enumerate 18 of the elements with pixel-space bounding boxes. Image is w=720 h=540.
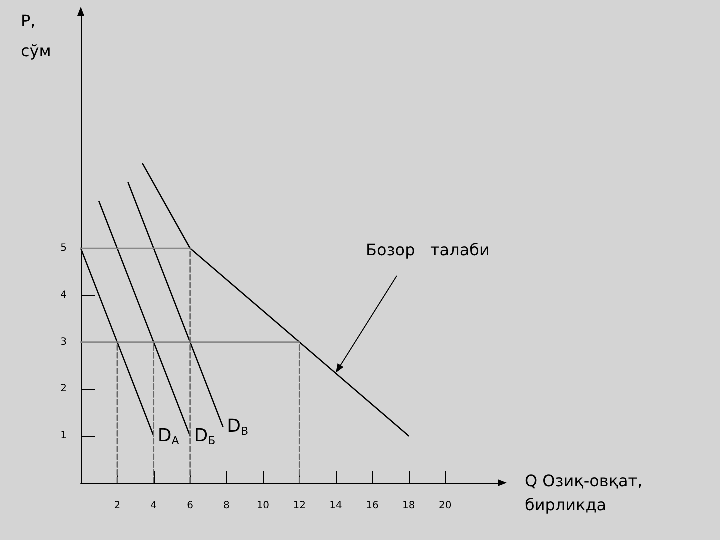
x-tick-label: 4	[150, 500, 158, 512]
x-tick-label: 12	[293, 500, 306, 512]
x-tick-label: 16	[366, 500, 379, 512]
annotation: Бозор талаби	[366, 240, 490, 260]
x-tick-label: 8	[224, 500, 230, 512]
x-axis-title: Q Озиқ-овқат, бирликда	[525, 472, 643, 514]
y-tick-label: 1	[60, 430, 67, 442]
x-tick-label: 14	[330, 500, 342, 512]
y-axis-title: P, сўм	[21, 12, 52, 60]
y-tick-label: 5	[60, 243, 67, 254]
y-tick-label: 3	[60, 336, 67, 348]
x-tick-label: 10	[256, 500, 270, 512]
x-tick-label: 18	[402, 500, 416, 512]
x-tick-label: 6	[187, 500, 194, 512]
x-tick-label: 2	[114, 500, 121, 512]
x-tick-label: 20	[438, 500, 452, 512]
y-tick-label: 4	[60, 290, 67, 301]
y-tick-label: 2	[60, 384, 67, 395]
